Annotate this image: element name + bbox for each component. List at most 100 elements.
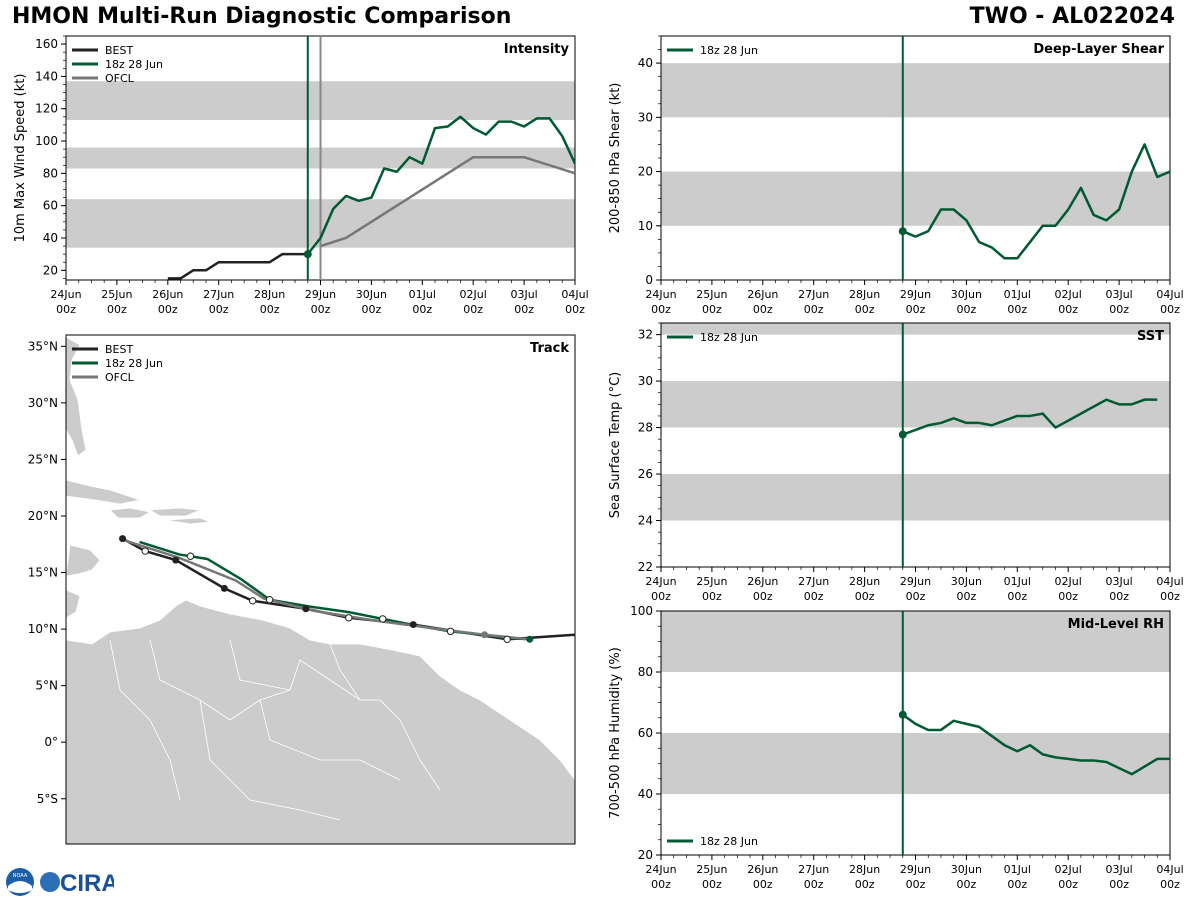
x-tick-sublabel: 00z: [804, 878, 824, 891]
track-point: [220, 584, 228, 592]
y-tick-label: 35°N: [28, 339, 58, 353]
track-point-open: [265, 595, 274, 604]
x-tick-sublabel: 00z: [855, 303, 875, 316]
track-ofcl: [122, 538, 530, 641]
y-tick-label: 20: [638, 848, 653, 862]
x-tick-label: 01Jul: [1004, 863, 1031, 876]
x-tick-label: 24Jun: [50, 288, 81, 301]
y-tick-label: 5°N: [35, 679, 58, 693]
y-tick-label: 140: [35, 69, 58, 83]
shaded-band: [661, 474, 1170, 521]
legend-label: 18z 28 Jun: [105, 357, 163, 370]
y-tick-label: 24: [638, 514, 653, 528]
y-tick-label: 100: [630, 604, 653, 618]
x-tick-label: 27Jun: [203, 288, 234, 301]
x-tick-sublabel: 00z: [1058, 590, 1078, 603]
x-tick-sublabel: 00z: [565, 303, 585, 316]
y-tick-label: 10: [638, 219, 653, 233]
x-tick-sublabel: 00z: [753, 590, 773, 603]
y-tick-label: 10°N: [28, 622, 58, 636]
y-tick-label: 20: [638, 165, 653, 179]
x-tick-label: 03Jul: [510, 288, 537, 301]
x-tick-sublabel: 00z: [906, 878, 926, 891]
x-tick-label: 01Jul: [409, 288, 436, 301]
cira-globe-icon: [40, 872, 60, 892]
x-tick-sublabel: 00z: [1058, 878, 1078, 891]
chart-shear: 0 10 20 30 40 24Jun 00z 25Jun 00z 26Jun 00z 27Jun 00…: [608, 35, 1184, 316]
legend-label: 18z 28 Jun: [700, 44, 758, 57]
track-map-land: [66, 336, 575, 844]
y-tick-label: 22: [638, 560, 653, 574]
x-tick-sublabel: 00z: [1007, 303, 1027, 316]
shaded-band: [661, 323, 1170, 335]
x-tick-sublabel: 00z: [804, 590, 824, 603]
x-tick-label: 24Jun: [645, 863, 676, 876]
chart-title: SST: [1137, 329, 1164, 344]
legend: 18z 28 Jun: [667, 835, 758, 848]
legend-label: 18z 28 Jun: [700, 835, 758, 848]
x-tick-sublabel: 00z: [957, 590, 977, 603]
x-tick-sublabel: 00z: [1160, 878, 1180, 891]
track-point: [409, 621, 417, 629]
x-tick-sublabel: 00z: [906, 303, 926, 316]
x-tick-label: 24Jun: [645, 575, 676, 588]
y-tick-label: 120: [35, 102, 58, 116]
x-tick-label: 04Jul: [1156, 575, 1183, 588]
series-ofcl: [320, 155, 575, 248]
x-tick-sublabel: 00z: [1109, 878, 1129, 891]
x-tick-label: 29Jun: [900, 288, 931, 301]
y-tick-label: 80: [43, 166, 58, 180]
y-tick-label: 28: [638, 421, 653, 435]
x-tick-label: 02Jul: [1055, 575, 1082, 588]
x-tick-label: 02Jul: [460, 288, 487, 301]
page-title: HMON Multi-Run Diagnostic Comparison: [12, 4, 512, 29]
x-tick-sublabel: 00z: [1058, 303, 1078, 316]
x-tick-sublabel: 00z: [1007, 590, 1027, 603]
noaa-wave-icon: [8, 881, 32, 893]
y-axis-label: 700-500 hPa Humidity (%): [608, 647, 623, 819]
chart-sst: 22 24 26 28 30 32 24Jun 00z 25Jun 00z 26Jun 00z 27Ju…: [608, 322, 1184, 603]
legend-label: OFCL: [105, 371, 135, 384]
track-point-open: [446, 627, 455, 636]
chart-track: 35°N 30°N 25°N 20°N 15°N 10°N 5°N 0° 5°S Track BES…: [28, 334, 576, 845]
cira-logo: NOAA CIRA: [6, 868, 114, 897]
x-tick-label: 01Jul: [1004, 575, 1031, 588]
x-tick-sublabel: 00z: [1160, 303, 1180, 316]
x-tick-sublabel: 00z: [702, 303, 722, 316]
series-18z-28-jun: [902, 713, 1170, 776]
chart-title: Deep-Layer Shear: [1033, 42, 1164, 57]
noaa-text: NOAA: [13, 873, 28, 879]
x-tick-label: 03Jul: [1105, 863, 1132, 876]
x-tick-sublabel: 00z: [412, 303, 432, 316]
init-marker: [898, 710, 907, 719]
series-18z-28-jun: [902, 143, 1171, 260]
legend-label: 18z 28 Jun: [700, 331, 758, 344]
y-tick-label: 100: [35, 134, 58, 148]
x-tick-sublabel: 00z: [1109, 303, 1129, 316]
init-marker: [303, 250, 312, 259]
y-tick-label: 26: [638, 467, 653, 481]
legend-label: OFCL: [105, 72, 135, 85]
y-tick-label: 15°N: [28, 566, 58, 580]
x-tick-sublabel: 00z: [56, 303, 76, 316]
x-tick-sublabel: 00z: [1007, 878, 1027, 891]
y-tick-label: 5°S: [37, 792, 58, 806]
x-tick-sublabel: 00z: [855, 878, 875, 891]
x-tick-label: 03Jul: [1105, 288, 1132, 301]
y-tick-label: 30: [638, 374, 653, 388]
y-axis-label: Sea Surface Temp (°C): [608, 372, 623, 519]
x-tick-sublabel: 00z: [651, 878, 671, 891]
legend: 18z 28 Jun: [667, 331, 758, 344]
shaded-band: [661, 381, 1170, 428]
y-tick-label: 25°N: [28, 452, 58, 466]
x-tick-label: 25Jun: [696, 288, 727, 301]
chart-title: Intensity: [504, 42, 570, 57]
legend-label: 18z 28 Jun: [105, 58, 163, 71]
x-tick-label: 02Jul: [1055, 288, 1082, 301]
x-tick-sublabel: 00z: [855, 590, 875, 603]
chart-intensity: 20 40 60 80 100 120 140 160 24Jun 00z 25Jun 00z 26Ju…: [13, 35, 589, 316]
chart-rh: 20 40 60 80 100 24Jun 00z 25Jun 00z 26Jun 00z 27Jun…: [608, 604, 1184, 891]
y-tick-label: 30°N: [28, 396, 58, 410]
